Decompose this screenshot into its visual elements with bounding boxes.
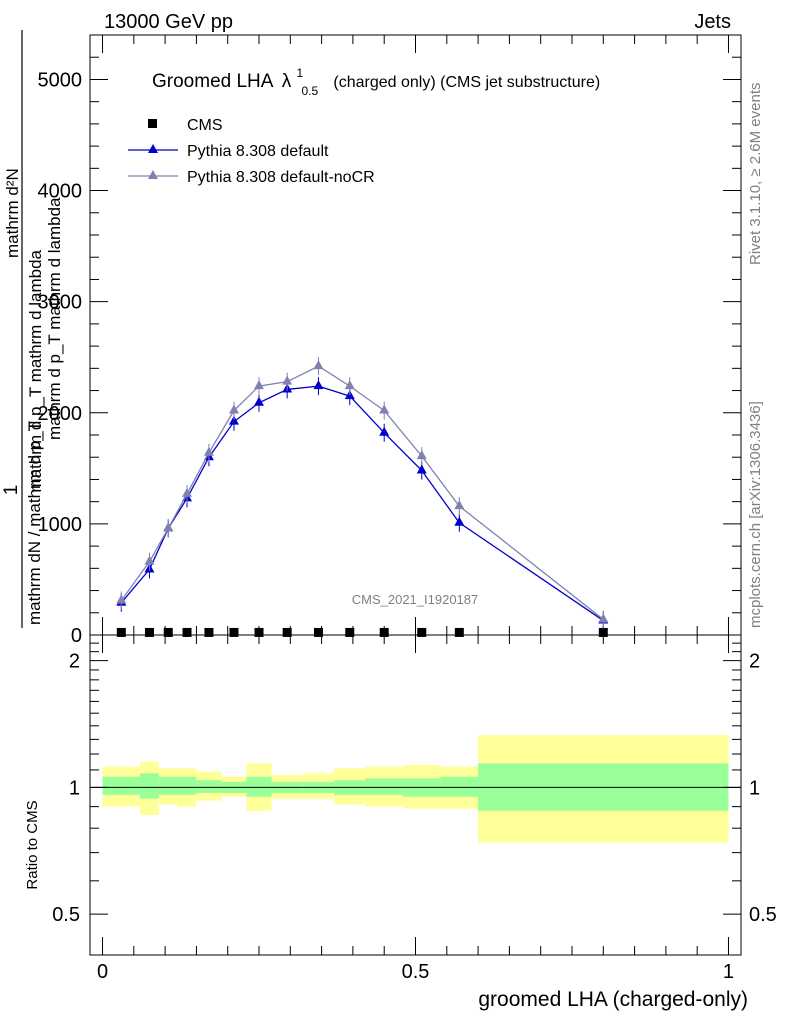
ylabel-frac-den: mathrm dN / mathrm d p_T [25, 421, 44, 625]
title-rest: (charged only) (CMS jet substructure) [333, 74, 600, 91]
data-point-cms [163, 627, 173, 637]
data-point-cms [313, 627, 323, 637]
data-point-cms [454, 627, 464, 637]
ylabel-line1: mathrm d²N [3, 168, 22, 258]
legend-label-nocr: Pythia 8.308 default-noCR [187, 169, 375, 186]
legend-label-default: Pythia 8.308 default [187, 143, 329, 160]
main-panel: 0 1000 2000 3000 4000 5000 Groomed LHA λ 1 0.… [38, 34, 742, 647]
data-point-cms [116, 627, 126, 637]
x-axis-label: groomed LHA (charged-only) [478, 988, 748, 1011]
data-point-cms [182, 627, 192, 637]
ratio-band-inner [140, 773, 159, 799]
ratio-band-inner [365, 778, 403, 795]
ylabel-frac-num: 1 [1, 485, 22, 496]
header-process: 13000 GeV pp [104, 11, 233, 33]
main-y-label: 1 mathrm dN / mathrm d p_T mathrm d²N ma… [1, 30, 64, 628]
legend-marker-default [148, 144, 158, 153]
legend-label-cms: CMS [187, 117, 223, 134]
series-line-2 [120, 365, 604, 620]
main-y-tick-label: 5000 [38, 69, 83, 91]
data-point-cms [229, 627, 239, 637]
main-y-tick-label: 4000 [38, 181, 83, 203]
data-point-cms [282, 627, 292, 637]
ratio-band-inner [246, 776, 272, 797]
ratio-band-inner [440, 776, 479, 797]
main-y-tick-label: 0 [71, 625, 82, 647]
ratio-y-tick-label: 0.5 [52, 904, 80, 926]
ratio-band-inner [177, 776, 197, 795]
analysis-watermark: CMS_2021_I1920187 [352, 592, 479, 607]
title-sup: 1 [296, 66, 303, 80]
rivet-caption: Rivet 3.1.10, ≥ 2.6M events [747, 83, 764, 266]
title-main: Groomed LHA [152, 71, 274, 92]
data-point-cms [204, 627, 214, 637]
x-tick-label: 0 [97, 961, 108, 983]
data-point-cms [598, 627, 608, 637]
data-point-cms [345, 627, 355, 637]
ratio-y-tick-label-right: 0.5 [749, 904, 777, 926]
title-sub: 0.5 [301, 84, 318, 98]
legend-marker-cms [148, 119, 157, 128]
series-line-1 [120, 385, 604, 622]
ylabel-overlay: mathrm d p_T mathrm d lambda [45, 197, 64, 440]
ratio-band-inner [196, 780, 222, 793]
main-y-tick-label: 3000 [38, 292, 83, 314]
ratio-y-tick-label: 1 [69, 777, 80, 799]
chart-title: Groomed LHA λ 1 0.5 (charged only) (CMS … [152, 61, 600, 100]
title-lambda: λ [282, 71, 292, 92]
ratio-band-inner [102, 776, 141, 795]
ratio-y-tick-label: 2 [69, 651, 80, 673]
ratio-y-tick-label-right: 2 [749, 651, 760, 673]
ylabel-line2: mathrm d p_T mathrm d lambda [26, 249, 45, 492]
ratio-panel: 0.5 0.5 1 1 2 2 0 0.5 1 [52, 634, 777, 983]
data-point-cms [379, 627, 389, 637]
legend-marker-nocr [148, 170, 158, 179]
data-point-cms [254, 627, 264, 637]
header-jets: Jets [694, 11, 731, 33]
ratio-y-label: Ratio to CMS [24, 800, 41, 889]
ratio-y-tick-label-right: 1 [749, 777, 760, 799]
x-tick-label: 0.5 [402, 961, 430, 983]
data-point-cms [417, 627, 427, 637]
data-point-cms [144, 627, 154, 637]
main-y-tick-label: 1000 [38, 514, 83, 536]
mcplots-caption: mcplots.cern.ch [arXiv:1306.3436] [747, 401, 764, 628]
legend: CMS Pythia 8.308 default Pythia 8.308 de… [128, 117, 375, 186]
ratio-band-inner [158, 776, 178, 795]
x-tick-label: 1 [723, 961, 734, 983]
main-y-tick-label: 2000 [38, 403, 83, 425]
